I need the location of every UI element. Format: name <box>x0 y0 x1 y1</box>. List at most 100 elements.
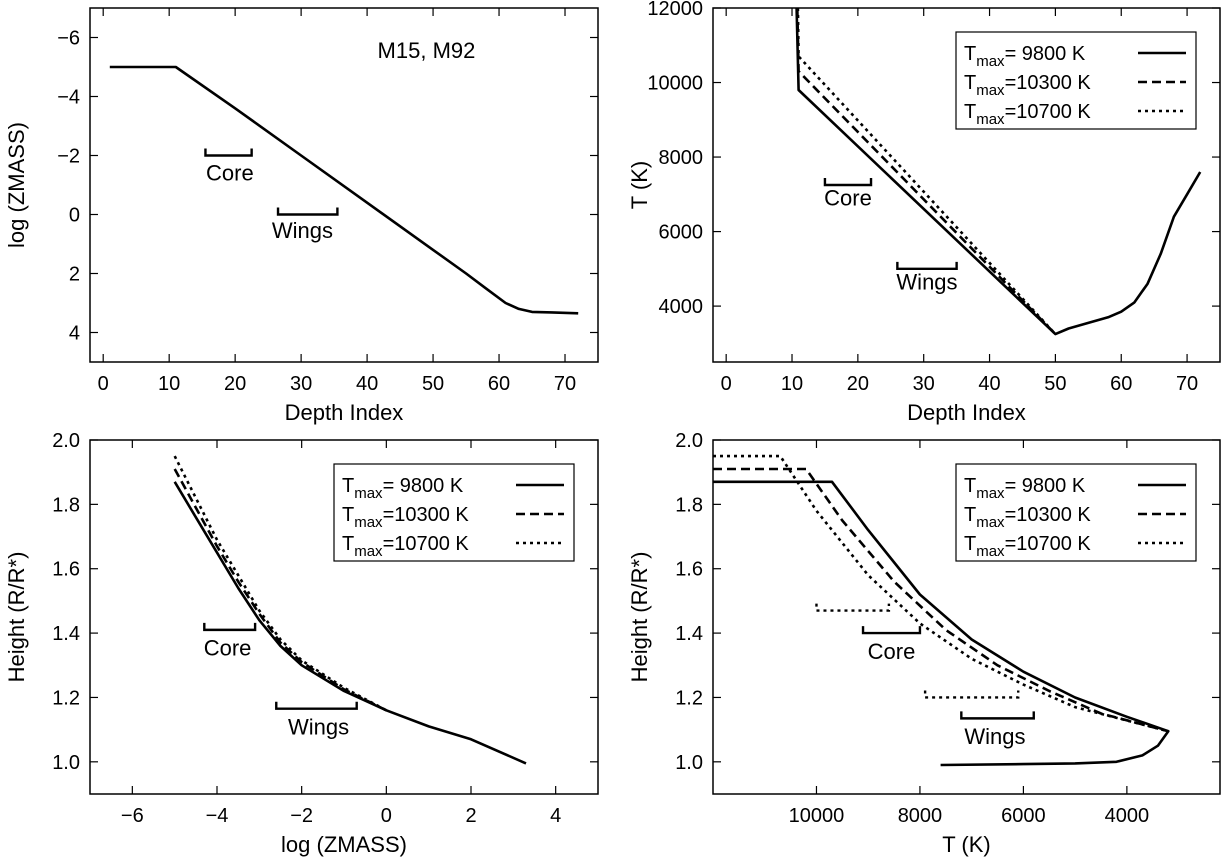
y-tick-label: 6000 <box>659 222 704 244</box>
annotation-text: Core <box>204 636 252 661</box>
annotation-text: Core <box>206 161 254 186</box>
x-tick-label: 30 <box>913 373 935 395</box>
x-tick-label: 0 <box>98 373 109 395</box>
y-tick-label: 4000 <box>659 296 704 318</box>
y-axis-label: log (ZMASS) <box>4 122 29 248</box>
legend-label: Tmax=10700 K <box>964 101 1091 128</box>
annotation-text: M15, M92 <box>378 38 476 63</box>
legend-label: Tmax=10700 K <box>342 533 469 560</box>
y-tick-label: −6 <box>57 28 80 50</box>
x-axis-label: Depth Index <box>907 400 1026 425</box>
y-tick-label: 8000 <box>659 147 704 169</box>
series-line-1 <box>109 65 579 315</box>
annotation-text: Wings <box>288 714 349 739</box>
x-tick-label: −4 <box>206 805 229 827</box>
chart-panel-p3: −6 −4 −2 0 2 4 1.0 1.2 1.4 1.6 1.8 2.0 log (ZMASS) He… <box>4 430 599 857</box>
x-tick-label: −2 <box>290 805 313 827</box>
y-tick-label: 1.0 <box>52 752 80 774</box>
legend-box <box>333 463 575 562</box>
plot-frame <box>712 7 1221 363</box>
y-tick-label: 1.6 <box>675 559 703 581</box>
x-axis-label: log (ZMASS) <box>281 832 407 857</box>
x-axis-label: T (K) <box>942 832 990 857</box>
y-tick-label: 1.8 <box>52 494 80 516</box>
plot-frame <box>712 439 1221 795</box>
annotation-text: Wings <box>896 269 957 294</box>
x-tick-label: 2 <box>465 805 476 827</box>
series-line-3 <box>173 455 387 712</box>
x-tick-label: 0 <box>721 373 732 395</box>
x-tick-label: 8000 <box>898 805 943 827</box>
y-tick-label: 12000 <box>647 0 703 20</box>
plot-frame <box>89 7 599 363</box>
y-axis-label: T (K) <box>627 161 652 209</box>
x-tick-label: 60 <box>488 373 510 395</box>
y-tick-label: 1.0 <box>675 752 703 774</box>
annotation-text: Wings <box>964 724 1025 749</box>
x-tick-label: 0 <box>381 805 392 827</box>
plot-frame <box>89 439 599 795</box>
range-bracket <box>276 207 339 216</box>
x-tick-label: 40 <box>978 373 1000 395</box>
series-line-3 <box>796 8 1057 335</box>
y-tick-label: 1.6 <box>52 559 80 581</box>
y-axis-label: Height (R/R*) <box>627 552 652 683</box>
y-tick-label: −2 <box>57 146 80 168</box>
x-tick-label: 70 <box>1176 373 1198 395</box>
y-axis-label: Height (R/R*) <box>4 552 29 683</box>
x-tick-label: 50 <box>422 373 444 395</box>
x-tick-label: 70 <box>554 373 576 395</box>
x-tick-label: 4000 <box>1105 805 1150 827</box>
y-tick-label: 1.2 <box>675 687 703 709</box>
range-bracket <box>960 711 1035 720</box>
x-tick-label: 60 <box>1110 373 1132 395</box>
chart-panel-p2: 0 10 20 30 40 50 60 70 4000 6000 8000 10000 12000 Dep… <box>627 0 1221 425</box>
x-axis-label: Depth Index <box>285 400 404 425</box>
x-tick-label: 10 <box>158 373 180 395</box>
y-tick-label: 2.0 <box>52 430 80 452</box>
annotation-text: Wings <box>272 218 333 243</box>
range-bracket <box>275 701 358 710</box>
series-line-1 <box>173 481 527 765</box>
range-bracket <box>203 622 257 632</box>
chart-panel-p4: 10000 8000 6000 4000 1.0 1.2 1.4 1.6 1.8 2.0 T (K)… <box>627 430 1221 857</box>
x-tick-label: −6 <box>121 805 144 827</box>
legend-label: Tmax= 9800 K <box>964 475 1086 502</box>
legend-label: Tmax=10700 K <box>964 533 1091 560</box>
range-bracket <box>923 690 1020 699</box>
legend-label: Tmax= 9800 K <box>342 475 464 502</box>
x-tick-label: 10 <box>781 373 803 395</box>
series-line-2 <box>173 468 387 712</box>
legend-label: Tmax=10300 K <box>342 504 469 531</box>
x-tick-label: 30 <box>290 373 312 395</box>
x-tick-label: 6000 <box>1001 805 1046 827</box>
x-tick-label: 40 <box>356 373 378 395</box>
legend-box <box>955 31 1197 130</box>
legend-label: Tmax=10300 K <box>964 72 1091 99</box>
range-bracket <box>815 603 891 612</box>
y-tick-label: 10000 <box>647 73 703 95</box>
y-tick-label: 1.2 <box>52 687 80 709</box>
range-bracket <box>861 626 922 635</box>
x-tick-label: 10000 <box>789 805 845 827</box>
chart-panel-p1: 0 10 20 30 40 50 60 70 −6 −4 −2 0 2 4 Depth Index log (… <box>4 7 599 425</box>
y-tick-label: 1.8 <box>675 494 703 516</box>
series-line-1 <box>795 8 1202 336</box>
y-tick-label: 0 <box>69 205 80 227</box>
legend-label: Tmax=10300 K <box>964 504 1091 531</box>
range-bracket <box>823 178 873 187</box>
x-tick-label: 4 <box>550 805 561 827</box>
series-line-1 <box>713 480 1170 767</box>
x-tick-label: 20 <box>847 373 869 395</box>
range-bracket <box>204 148 253 157</box>
y-tick-label: 1.4 <box>675 623 703 645</box>
range-bracket <box>896 261 958 271</box>
x-tick-label: 20 <box>224 373 246 395</box>
y-tick-label: 1.4 <box>52 623 80 645</box>
y-tick-label: 2 <box>69 264 80 286</box>
annotation-text: Core <box>824 185 872 210</box>
